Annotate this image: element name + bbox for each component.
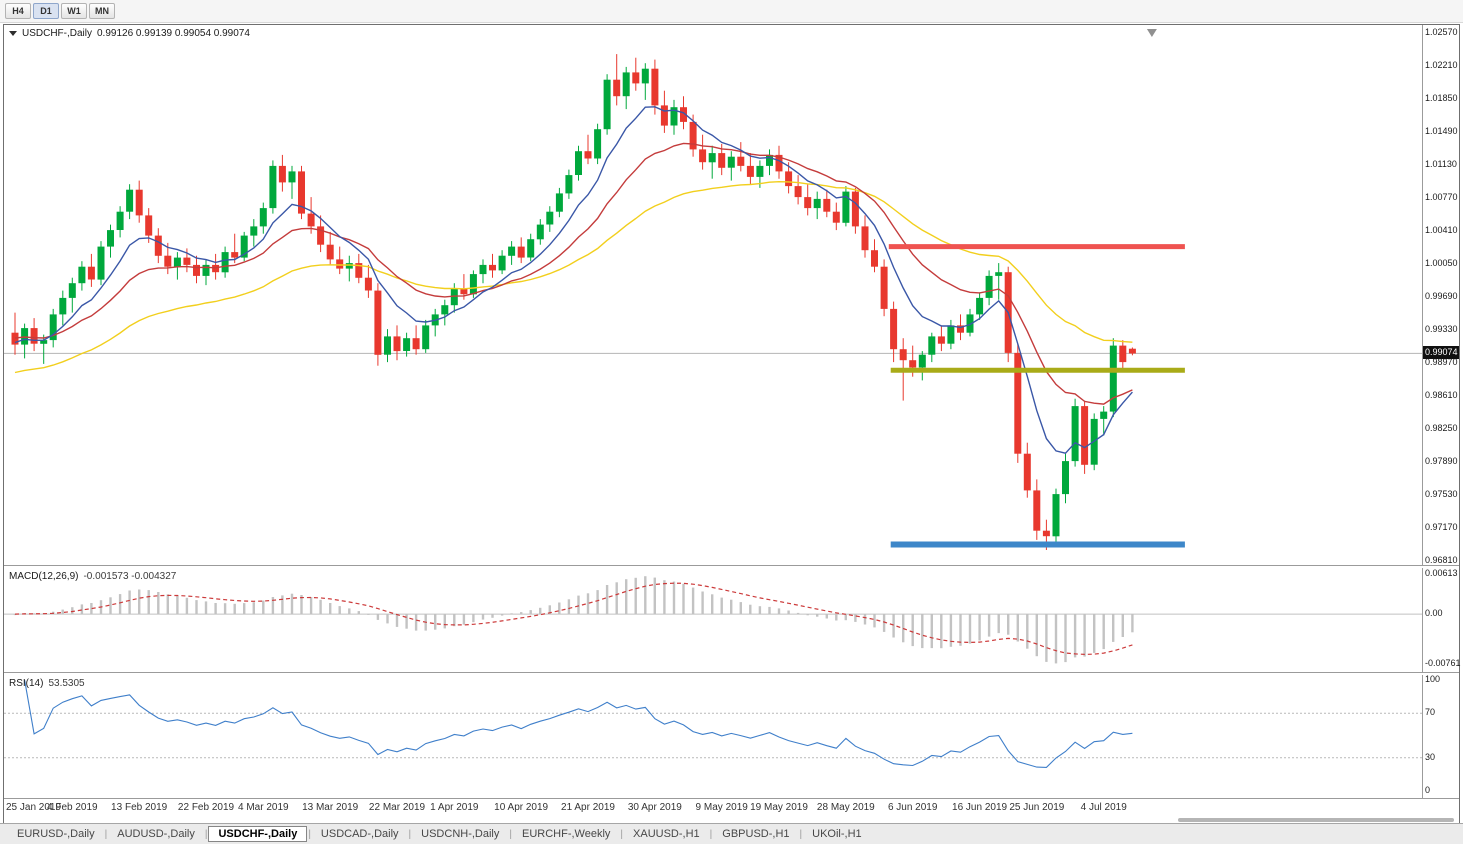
price-tick: 1.01850 — [1425, 92, 1458, 103]
price-tick: 0.98610 — [1425, 389, 1458, 400]
rsi-name: RSI(14) — [9, 678, 44, 689]
period-button-h4[interactable]: H4 — [5, 3, 31, 19]
chart-window: USDCHF-,Daily 0.99126 0.99139 0.99054 0.… — [3, 24, 1461, 823]
macd-scale-tick: -0.00761 — [1425, 658, 1461, 669]
macd-pane[interactable]: MACD(12,26,9) -0.001573 -0.004327 — [4, 568, 1422, 672]
time-axis-label: 6 Jun 2019 — [887, 802, 938, 813]
period-button-d1[interactable]: D1 — [33, 3, 59, 19]
rsi-scale-tick: 30 — [1425, 751, 1436, 762]
chart-tab-audusd[interactable]: AUDUSD-,Daily — [117, 828, 195, 840]
chart-symbol-period: USDCHF-,Daily — [22, 28, 92, 39]
current-price-badge: 0.99074 — [1423, 346, 1459, 359]
rsi-scale-tick: 100 — [1425, 674, 1441, 684]
ohlc-values: 0.99126 0.99139 0.99054 0.99074 — [97, 28, 250, 39]
chart-tab-usdcnh[interactable]: USDCNH-,Daily — [421, 828, 500, 840]
time-axis-label: 4 Jul 2019 — [1080, 802, 1127, 813]
price-tick: 1.01490 — [1425, 125, 1458, 136]
chart-tab-xauusd[interactable]: XAUUSD-,H1 — [633, 828, 700, 840]
period-button-w1[interactable]: W1 — [61, 3, 87, 19]
rsi-value: 53.5305 — [48, 678, 85, 689]
scrollbar-thumb[interactable] — [1178, 818, 1454, 822]
period-button-group: H4 D1 W1 MN — [5, 3, 115, 19]
rsi-label: RSI(14) 53.5305 — [9, 678, 85, 689]
period-toolbar: H4 D1 W1 MN — [0, 0, 1463, 23]
price-scale[interactable]: 1.02570 1.02210 1.01850 1.01490 1.01130 1.007… — [1422, 25, 1461, 798]
pane-divider-rsi[interactable] — [4, 672, 1459, 675]
tab-separator: | — [204, 828, 208, 840]
chart-tab-ukoil[interactable]: UKOil-,H1 — [812, 828, 862, 840]
time-axis-label: 19 May 2019 — [750, 802, 808, 813]
chart-tab-gbpusd[interactable]: GBPUSD-,H1 — [722, 828, 790, 840]
time-axis-label: 13 Mar 2019 — [302, 802, 359, 813]
time-axis-label: 28 May 2019 — [816, 802, 875, 813]
horizontal-scrollbar — [4, 817, 1459, 823]
tab-separator: | — [308, 828, 311, 840]
macd-name: MACD(12,26,9) — [9, 571, 79, 582]
macd-scale-tick: 0.00 — [1425, 608, 1443, 619]
chart-tab-eurchf[interactable]: EURCHF-,Weekly — [522, 828, 611, 840]
price-tick: 1.02210 — [1425, 59, 1458, 70]
time-axis-label: 16 Jun 2019 — [952, 802, 1008, 813]
rsi-plot — [4, 679, 1422, 768]
time-axis-label: 30 Apr 2019 — [627, 802, 682, 813]
chart-tab-usdchf[interactable]: USDCHF-,Daily — [208, 826, 308, 842]
chart-tab-bar: EURUSD-,Daily | AUDUSD-,Daily | USDCHF-,Dail… — [0, 823, 1463, 844]
time-axis-label: 10 Apr 2019 — [494, 802, 549, 813]
chart-tab-eurusd[interactable]: EURUSD-,Daily — [17, 828, 95, 840]
time-axis-label: 1 Apr 2019 — [430, 802, 479, 813]
tab-separator: | — [620, 828, 624, 840]
tab-separator: | — [509, 828, 512, 840]
price-tick: 1.02570 — [1425, 26, 1458, 37]
chart-title-overlay: USDCHF-,Daily 0.99126 0.99139 0.99054 0.… — [9, 28, 250, 39]
price-tick: 0.97530 — [1425, 488, 1458, 499]
price-tick: 0.97890 — [1425, 455, 1458, 466]
tab-separator: | — [709, 828, 713, 840]
time-axis-label: 4 Feb 2019 — [46, 802, 98, 813]
macd-label: MACD(12,26,9) -0.001573 -0.004327 — [9, 571, 176, 582]
price-tick: 0.97170 — [1425, 521, 1458, 532]
candlestick-chart[interactable] — [4, 25, 1422, 565]
tab-separator: | — [408, 828, 412, 840]
time-axis-label: 22 Feb 2019 — [177, 802, 235, 813]
price-tick: 0.99690 — [1425, 290, 1458, 301]
time-axis-label: 21 Apr 2019 — [561, 802, 615, 813]
macd-values: -0.001573 -0.004327 — [83, 571, 177, 582]
price-tick: 0.96810 — [1425, 554, 1458, 565]
rsi-scale-tick: 70 — [1425, 707, 1436, 718]
time-axis-label: 25 Jun 2019 — [1009, 802, 1065, 813]
price-tick: 1.00050 — [1425, 257, 1458, 268]
symbol-dropdown-icon[interactable] — [9, 31, 17, 36]
time-axis-label: 9 May 2019 — [695, 802, 748, 813]
price-tick: 1.01130 — [1425, 158, 1457, 169]
price-tick: 1.00410 — [1425, 224, 1458, 235]
time-axis-label: 4 Mar 2019 — [238, 802, 289, 813]
rsi-scale-tick: 0 — [1425, 785, 1431, 795]
period-button-mn[interactable]: MN — [89, 3, 115, 19]
macd-plot — [4, 576, 1422, 664]
price-tick: 0.98250 — [1425, 422, 1458, 433]
macd-scale-tick: 0.00613 — [1425, 567, 1458, 578]
price-tick: 0.99330 — [1425, 323, 1458, 334]
tab-separator: | — [104, 828, 108, 840]
time-axis[interactable]: 25 Jan 2019 4 Feb 2019 13 Feb 2019 22 Feb 2… — [4, 798, 1459, 817]
time-axis-label: 25 Jan 2019 — [6, 802, 62, 813]
chart-tab-usdcad[interactable]: USDCAD-,Daily — [320, 828, 399, 840]
tab-separator: | — [799, 828, 803, 840]
rsi-pane[interactable]: RSI(14) 53.5305 — [4, 675, 1422, 798]
time-axis-label: 22 Mar 2019 — [368, 802, 426, 813]
price-chart-pane[interactable]: USDCHF-,Daily 0.99126 0.99139 0.99054 0.… — [4, 25, 1422, 565]
pane-divider-macd[interactable] — [4, 565, 1459, 568]
price-tick: 0.98970 — [1425, 356, 1458, 367]
time-axis-label: 13 Feb 2019 — [111, 802, 168, 813]
price-tick: 1.00770 — [1425, 191, 1458, 202]
